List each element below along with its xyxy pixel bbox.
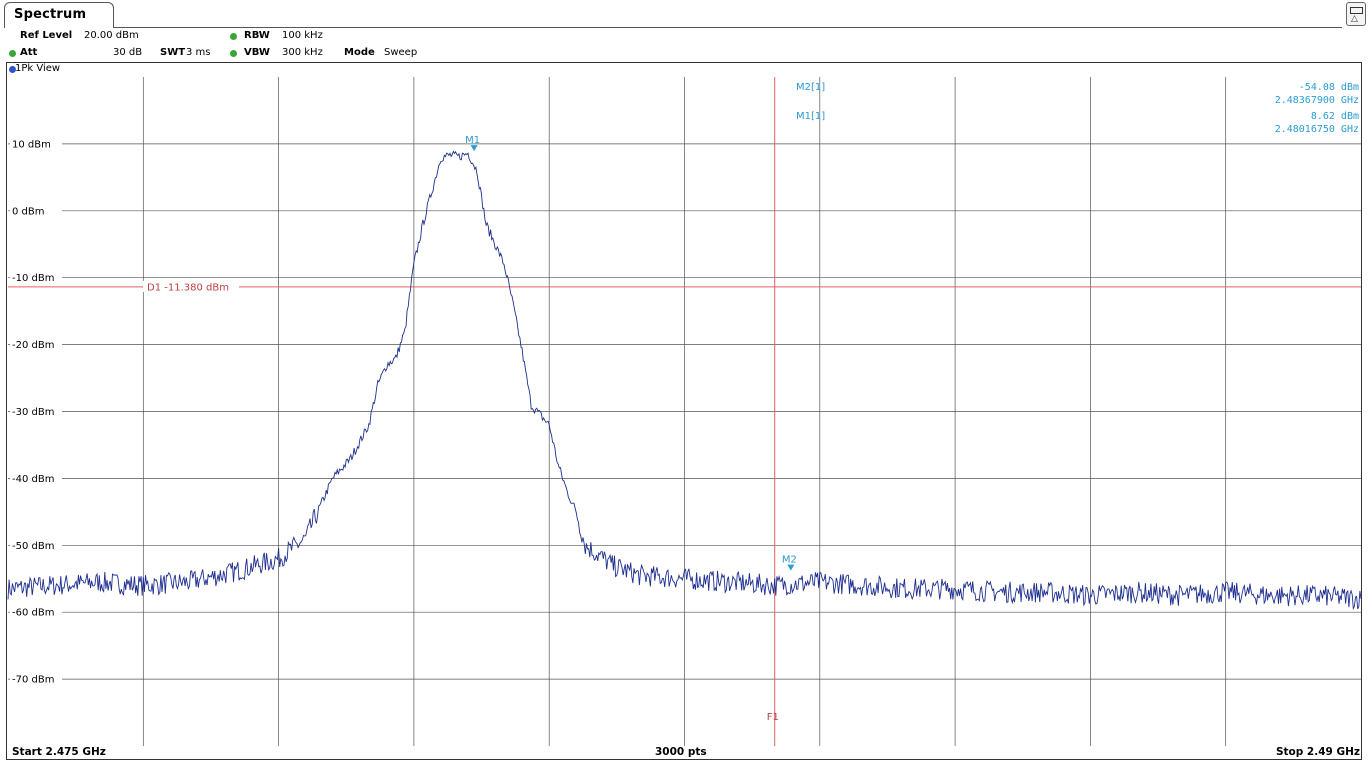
marker-m2-label: M2 — [782, 555, 797, 566]
vbw-value: 300 kHz — [282, 47, 323, 58]
rbw-status-icon — [230, 33, 237, 40]
y-tick-label-bg — [10, 673, 62, 685]
tab-divider — [114, 27, 1342, 28]
y-tick-label: -50 dBm — [12, 541, 54, 552]
y-tick-label: -10 dBm — [12, 273, 54, 284]
y-tick-label: 0 dBm — [12, 206, 45, 217]
y-tick-label-bg — [10, 137, 62, 149]
marker-group: M1 M2 — [465, 135, 797, 571]
y-tick-label-bg — [10, 405, 62, 417]
rbw-label: RBW — [244, 30, 270, 41]
sweep-points: 3000 pts — [655, 746, 707, 758]
vbw-label: VBW — [244, 47, 270, 58]
y-tick-labels: 10 dBm 0 dBm -10 dBm -20 dBm -30 dBm -40 dBm -… — [10, 137, 62, 686]
y-tick-label-bg — [10, 271, 62, 283]
start-frequency: Start 2.475 GHz — [12, 746, 106, 758]
m1-frequency: 2.48016750 GHz — [1275, 124, 1359, 135]
diagram-frame — [6, 62, 1362, 760]
y-tick-label-bg — [10, 204, 62, 216]
triangle-icon: △ — [1351, 14, 1358, 24]
y-tick-label: -40 dBm — [12, 474, 54, 485]
display-config-button[interactable]: △ — [1346, 2, 1366, 26]
view-label: 1Pk View — [15, 63, 61, 74]
y-tick-label: -60 dBm — [12, 608, 54, 619]
y-tick-label: -30 dBm — [12, 407, 54, 418]
m1-level: 8.62 dBm — [1311, 111, 1359, 122]
m2-frequency: 2.48367900 GHz — [1275, 95, 1359, 106]
att-label: Att — [20, 47, 38, 58]
ref-level-label: Ref Level — [20, 30, 73, 41]
y-tick-label: -20 dBm — [12, 340, 54, 351]
m1-label: M1[1] — [796, 111, 825, 122]
y-tick-label-bg — [10, 539, 62, 551]
att-status-icon — [9, 50, 16, 57]
grid — [8, 77, 1361, 746]
mode-value: Sweep — [384, 47, 418, 58]
trace-line — [7, 150, 1362, 611]
marker-m1-label: M1 — [465, 135, 480, 146]
swt-value: 3 ms — [186, 47, 211, 58]
trace-indicator-icon — [9, 66, 16, 73]
tab-title: Spectrum — [14, 7, 87, 22]
frequency-line-label: F1 — [767, 712, 779, 723]
marker-table: M2[1] -54.08 dBm 2.48367900 GHz M1[1] 8.… — [796, 82, 1359, 135]
rbw-value: 100 kHz — [282, 30, 323, 41]
overlay-lines: D1 -11.380 dBm F1 — [8, 77, 1361, 746]
battery-icon — [1350, 7, 1363, 14]
display-line-label-bg — [143, 280, 239, 292]
y-tick-label: 10 dBm — [12, 139, 51, 150]
att-value: 30 dB — [113, 47, 143, 58]
vbw-status-icon — [230, 50, 237, 57]
mode-label: Mode — [344, 47, 375, 58]
y-tick-label-bg — [10, 472, 62, 484]
spectrum-tab[interactable]: Spectrum — [4, 2, 114, 28]
display-line-label: D1 -11.380 dBm — [147, 282, 229, 293]
stop-frequency: Stop 2.49 GHz — [1275, 746, 1360, 758]
marker-m2-icon — [787, 564, 795, 571]
marker-m1-icon — [470, 145, 478, 152]
y-tick-label-bg — [10, 338, 62, 350]
m2-label: M2[1] — [796, 82, 825, 93]
swt-label: SWT — [160, 47, 186, 58]
y-tick-label: -70 dBm — [12, 675, 54, 686]
ref-level-value: 20.00 dBm — [84, 30, 139, 41]
m2-level: -54.08 dBm — [1299, 82, 1359, 93]
y-tick-label-bg — [10, 606, 62, 618]
